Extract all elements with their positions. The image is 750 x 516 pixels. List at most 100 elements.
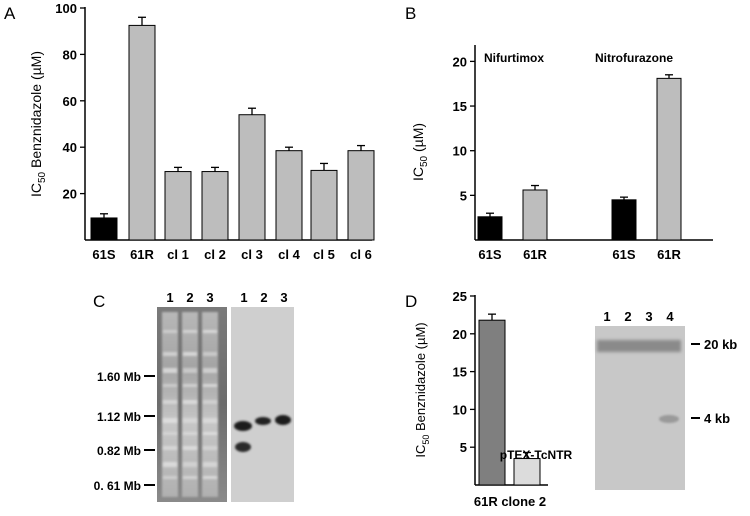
chart-d-bar-1 — [478, 319, 506, 486]
gel-c-band — [203, 418, 217, 423]
chart-a: 20 40 60 80 100 61S 61R cl 1 cl 2 cl 3 cl 4 cl 5 cl… — [28, 1, 375, 262]
gel-c-band — [183, 352, 197, 356]
chart-b-bar-2 — [522, 189, 548, 241]
chart-a-ytick-label-1: 20 — [63, 187, 77, 202]
gel-c-band — [163, 330, 177, 333]
gel-c-left-lane-1: 1 — [166, 290, 173, 305]
chart-b-ytick-label-4: 20 — [453, 54, 467, 69]
gel-c-right-lane-2: 2 — [260, 290, 267, 305]
chart-a-bar-5 — [238, 114, 266, 241]
gel-c-left-image — [157, 307, 227, 502]
gel-c-band — [203, 384, 217, 387]
gel-d-marker-20kb: 20 kb — [704, 337, 737, 352]
chart-b-bar-1 — [477, 216, 503, 241]
chart-a-xtick-label-2: 61R — [130, 247, 154, 262]
gel-c-band — [183, 462, 197, 467]
gel-d-image — [595, 326, 685, 490]
chart-b-ytick-label-2: 10 — [453, 144, 467, 159]
chart-b-xtick-label-1: 61S — [478, 247, 501, 262]
gel-c-band — [183, 384, 197, 387]
gel-c-band — [183, 400, 197, 404]
gel-c-band — [183, 476, 197, 479]
chart-a-xtick-label-3: cl 1 — [167, 247, 189, 262]
gel-c-right-image — [231, 307, 294, 502]
chart-b-group-label-nitrofurazone: Nitrofurazone — [595, 51, 673, 65]
chart-b-bar-4 — [656, 77, 682, 241]
gel-d: 1 2 3 4 20 kb 4 kb — [595, 309, 737, 490]
gel-c-band — [183, 368, 197, 373]
gel-c-band — [203, 462, 217, 467]
gel-c-band — [203, 432, 217, 435]
chart-b: 5 10 15 20 61S 61R 61S 61R Nifurtimox Nitrofur… — [410, 45, 713, 262]
gel-d-lane-3: 3 — [645, 309, 652, 324]
chart-a-bar-6 — [275, 150, 303, 241]
gel-c: 1.60 Mb1.12 Mb0.82 Mb0. 61 Mb 1 2 3 1 2 … — [94, 290, 294, 502]
gel-c-band — [203, 352, 217, 356]
chart-d-series-label-ptex: pTEX-TcNTR — [500, 448, 573, 462]
gel-c-band — [163, 462, 177, 467]
chart-a-xtick-label-8: cl 6 — [350, 247, 372, 262]
chart-b-xtick-label-4: 61R — [657, 247, 681, 262]
chart-d-bar-2 — [513, 458, 541, 486]
gel-d-lane-4: 4 — [666, 309, 674, 324]
gel-c-band — [183, 418, 197, 423]
gel-c-marker-3: 0.82 Mb — [97, 444, 141, 458]
chart-b-xtick-label-3: 61S — [612, 247, 635, 262]
chart-d-ytick-label-3: 15 — [453, 365, 467, 380]
gel-c-band — [163, 400, 177, 404]
gel-c-left-lane-3: 3 — [206, 290, 213, 305]
chart-a-bar-8 — [347, 150, 375, 241]
chart-a-bar-1 — [90, 217, 118, 241]
chart-d: 5 10 15 20 25 61R clone 2 pTEX-TcNTR IC50 Be… — [413, 289, 573, 509]
chart-a-xtick-label-5: cl 3 — [241, 247, 263, 262]
chart-d-category-label: 61R clone 2 — [474, 494, 546, 509]
gel-c-band — [163, 352, 177, 356]
chart-a-ytick-label-2: 40 — [63, 140, 77, 155]
chart-a-ytick-label-5: 100 — [55, 1, 77, 16]
gel-c-right-lane-1: 1 — [240, 290, 247, 305]
gel-c-marker-4: 0. 61 Mb — [94, 479, 141, 493]
gel-c-marker-1: 1.60 Mb — [97, 370, 141, 384]
gel-c-band — [203, 446, 217, 450]
chart-a-y-label: IC50 Benznidazole (µM) — [28, 51, 48, 197]
gel-c-band — [203, 330, 217, 333]
panel-label-d: D — [405, 292, 417, 311]
chart-a-ytick-label-3: 60 — [63, 94, 77, 109]
gel-d-marker-4kb: 4 kb — [704, 411, 730, 426]
gel-c-band — [163, 384, 177, 387]
panel-label-a: A — [4, 4, 16, 23]
chart-b-xtick-label-2: 61R — [523, 247, 547, 262]
gel-c-band — [163, 432, 177, 435]
chart-a-xtick-label-1: 61S — [92, 247, 115, 262]
chart-a-xtick-label-4: cl 2 — [204, 247, 226, 262]
chart-a-bar-3 — [164, 171, 192, 241]
gel-d-lane-1: 1 — [603, 309, 610, 324]
gel-c-band — [163, 368, 177, 373]
chart-a-xtick-label-7: cl 5 — [313, 247, 335, 262]
chart-a-ytick-label-4: 80 — [63, 47, 77, 62]
gel-c-band — [183, 330, 197, 333]
chart-d-ytick-label-4: 20 — [453, 327, 467, 342]
gel-c-band — [203, 400, 217, 404]
chart-a-bar-2 — [128, 24, 156, 241]
gel-c-band — [183, 446, 197, 450]
chart-d-y-label: IC50 Benznidazole (µM) — [413, 322, 431, 457]
gel-c-left-lane-2: 2 — [186, 290, 193, 305]
chart-b-ytick-label-3: 15 — [453, 99, 467, 114]
gel-c-right-lane-3: 3 — [280, 290, 287, 305]
gel-c-band — [203, 476, 217, 479]
gel-c-marker-2: 1.12 Mb — [97, 410, 141, 424]
gel-d-lane-2: 2 — [624, 309, 631, 324]
chart-a-bar-4 — [201, 171, 229, 241]
gel-c-band — [163, 446, 177, 450]
chart-b-y-label: IC50 (µM) — [410, 123, 430, 181]
chart-d-ytick-label-1: 5 — [460, 440, 467, 455]
chart-a-bar-7 — [310, 169, 338, 241]
chart-d-ytick-label-5: 25 — [453, 289, 467, 304]
chart-b-group-label-nifurtimox: Nifurtimox — [484, 51, 544, 65]
panel-label-c: C — [93, 292, 105, 311]
panel-label-b: B — [405, 4, 416, 23]
gel-c-band — [203, 368, 217, 373]
gel-c-band — [163, 418, 177, 423]
